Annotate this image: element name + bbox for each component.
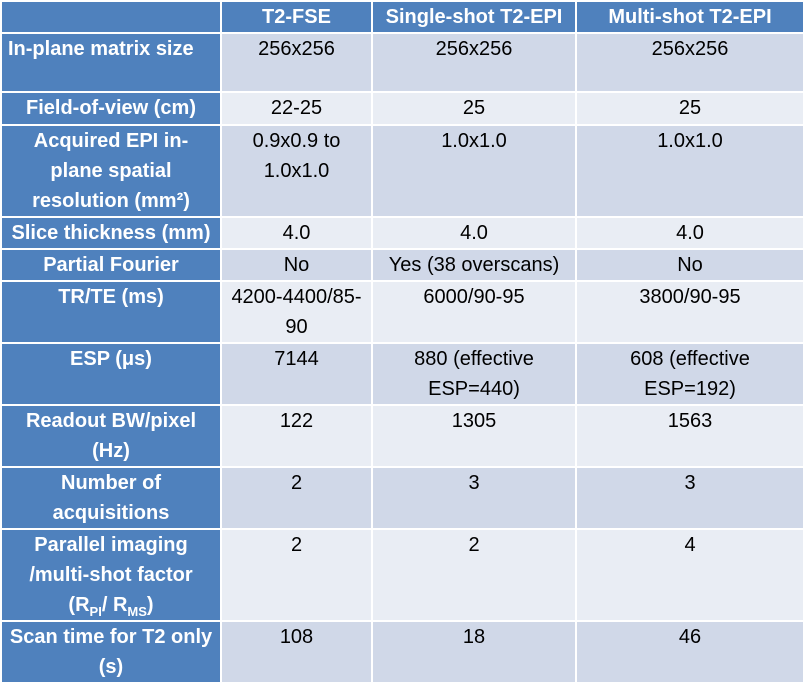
table-cell: 46 [575,620,803,684]
row-label: Scan time for T2 only (s) [0,620,222,684]
table-cell: 2 [371,528,577,622]
table-row: Number of acquisitions 2 3 3 [0,466,803,530]
header-row: T2-FSE Single-shot T2-EPI Multi-shot T2-… [0,0,803,34]
row-label-r-open: (R [68,594,90,616]
table-cell: 18 [371,620,577,684]
table-row: Parallel imaging /multi-shot factor (RPI/… [0,528,803,622]
table-cell: 1563 [575,404,803,468]
table-cell: No [220,248,373,282]
table-cell: 1305 [371,404,577,468]
table-row: Scan time for T2 only (s) 108 18 46 [0,620,803,684]
table-row: Slice thickness (mm) 4.0 4.0 4.0 [0,216,803,250]
table-cell: Yes (38 overscans) [371,248,577,282]
table-row: Acquired EPI in-plane spatial resolution… [0,124,803,218]
row-label: Field-of-view (cm) [0,91,222,126]
table-row: Partial Fourier No Yes (38 overscans) No [0,248,803,282]
table-cell: 25 [371,91,577,126]
table-row: Readout BW/pixel (Hz) 122 1305 1563 [0,404,803,468]
header-corner [0,0,222,34]
table-cell: No [575,248,803,282]
table-cell: 22-25 [220,91,373,126]
row-label: Parallel imaging /multi-shot factor (RPI/… [0,528,222,622]
row-label: Readout BW/pixel (Hz) [0,404,222,468]
row-label-sub-ms: MS [127,604,147,619]
table-cell: 6000/90-95 [371,280,577,344]
row-label: Number of acquisitions [0,466,222,530]
table-cell: 0.9x0.9 to 1.0x1.0 [220,124,373,218]
table-cell: 3800/90-95 [575,280,803,344]
table-cell: 2 [220,466,373,530]
table-cell: 7144 [220,342,373,406]
row-label-text: Parallel imaging /multi-shot factor [29,534,193,586]
table-row: ESP (μs) 7144 880 (effective ESP=440) 60… [0,342,803,406]
row-label: Partial Fourier [0,248,222,282]
table-cell: 256x256 [371,32,577,93]
header-single-shot-epi: Single-shot T2-EPI [371,0,577,34]
row-label-sub-pi: PI [89,604,102,619]
table-cell: 2 [220,528,373,622]
table-cell: 880 (effective ESP=440) [371,342,577,406]
table-row: In-plane matrix size 256x256 256x256 256… [0,32,803,93]
table-cell: 4200-4400/85-90 [220,280,373,344]
table-row: Field-of-view (cm) 22-25 25 25 [0,91,803,126]
table-cell: 608 (effective ESP=192) [575,342,803,406]
row-label-close: ) [146,594,154,616]
table-cell: 108 [220,620,373,684]
table-cell: 3 [575,466,803,530]
table-cell: 4 [575,528,803,622]
row-label-r-ms: / R [101,594,128,616]
table-cell: 256x256 [575,32,803,93]
table-cell: 4.0 [575,216,803,250]
row-label: Slice thickness (mm) [0,216,222,250]
table-cell: 256x256 [220,32,373,93]
row-label: Acquired EPI in-plane spatial resolution… [0,124,222,218]
table-cell: 122 [220,404,373,468]
header-t2-fse: T2-FSE [220,0,373,34]
table-cell: 1.0x1.0 [575,124,803,218]
table-cell: 4.0 [220,216,373,250]
row-label: TR/TE (ms) [0,280,222,344]
table-row: TR/TE (ms) 4200-4400/85-90 6000/90-95 38… [0,280,803,344]
table-cell: 25 [575,91,803,126]
row-label: ESP (μs) [0,342,222,406]
table-cell: 3 [371,466,577,530]
row-label: In-plane matrix size [0,32,222,93]
header-multi-shot-epi: Multi-shot T2-EPI [575,0,803,34]
table-cell: 4.0 [371,216,577,250]
table-cell: 1.0x1.0 [371,124,577,218]
